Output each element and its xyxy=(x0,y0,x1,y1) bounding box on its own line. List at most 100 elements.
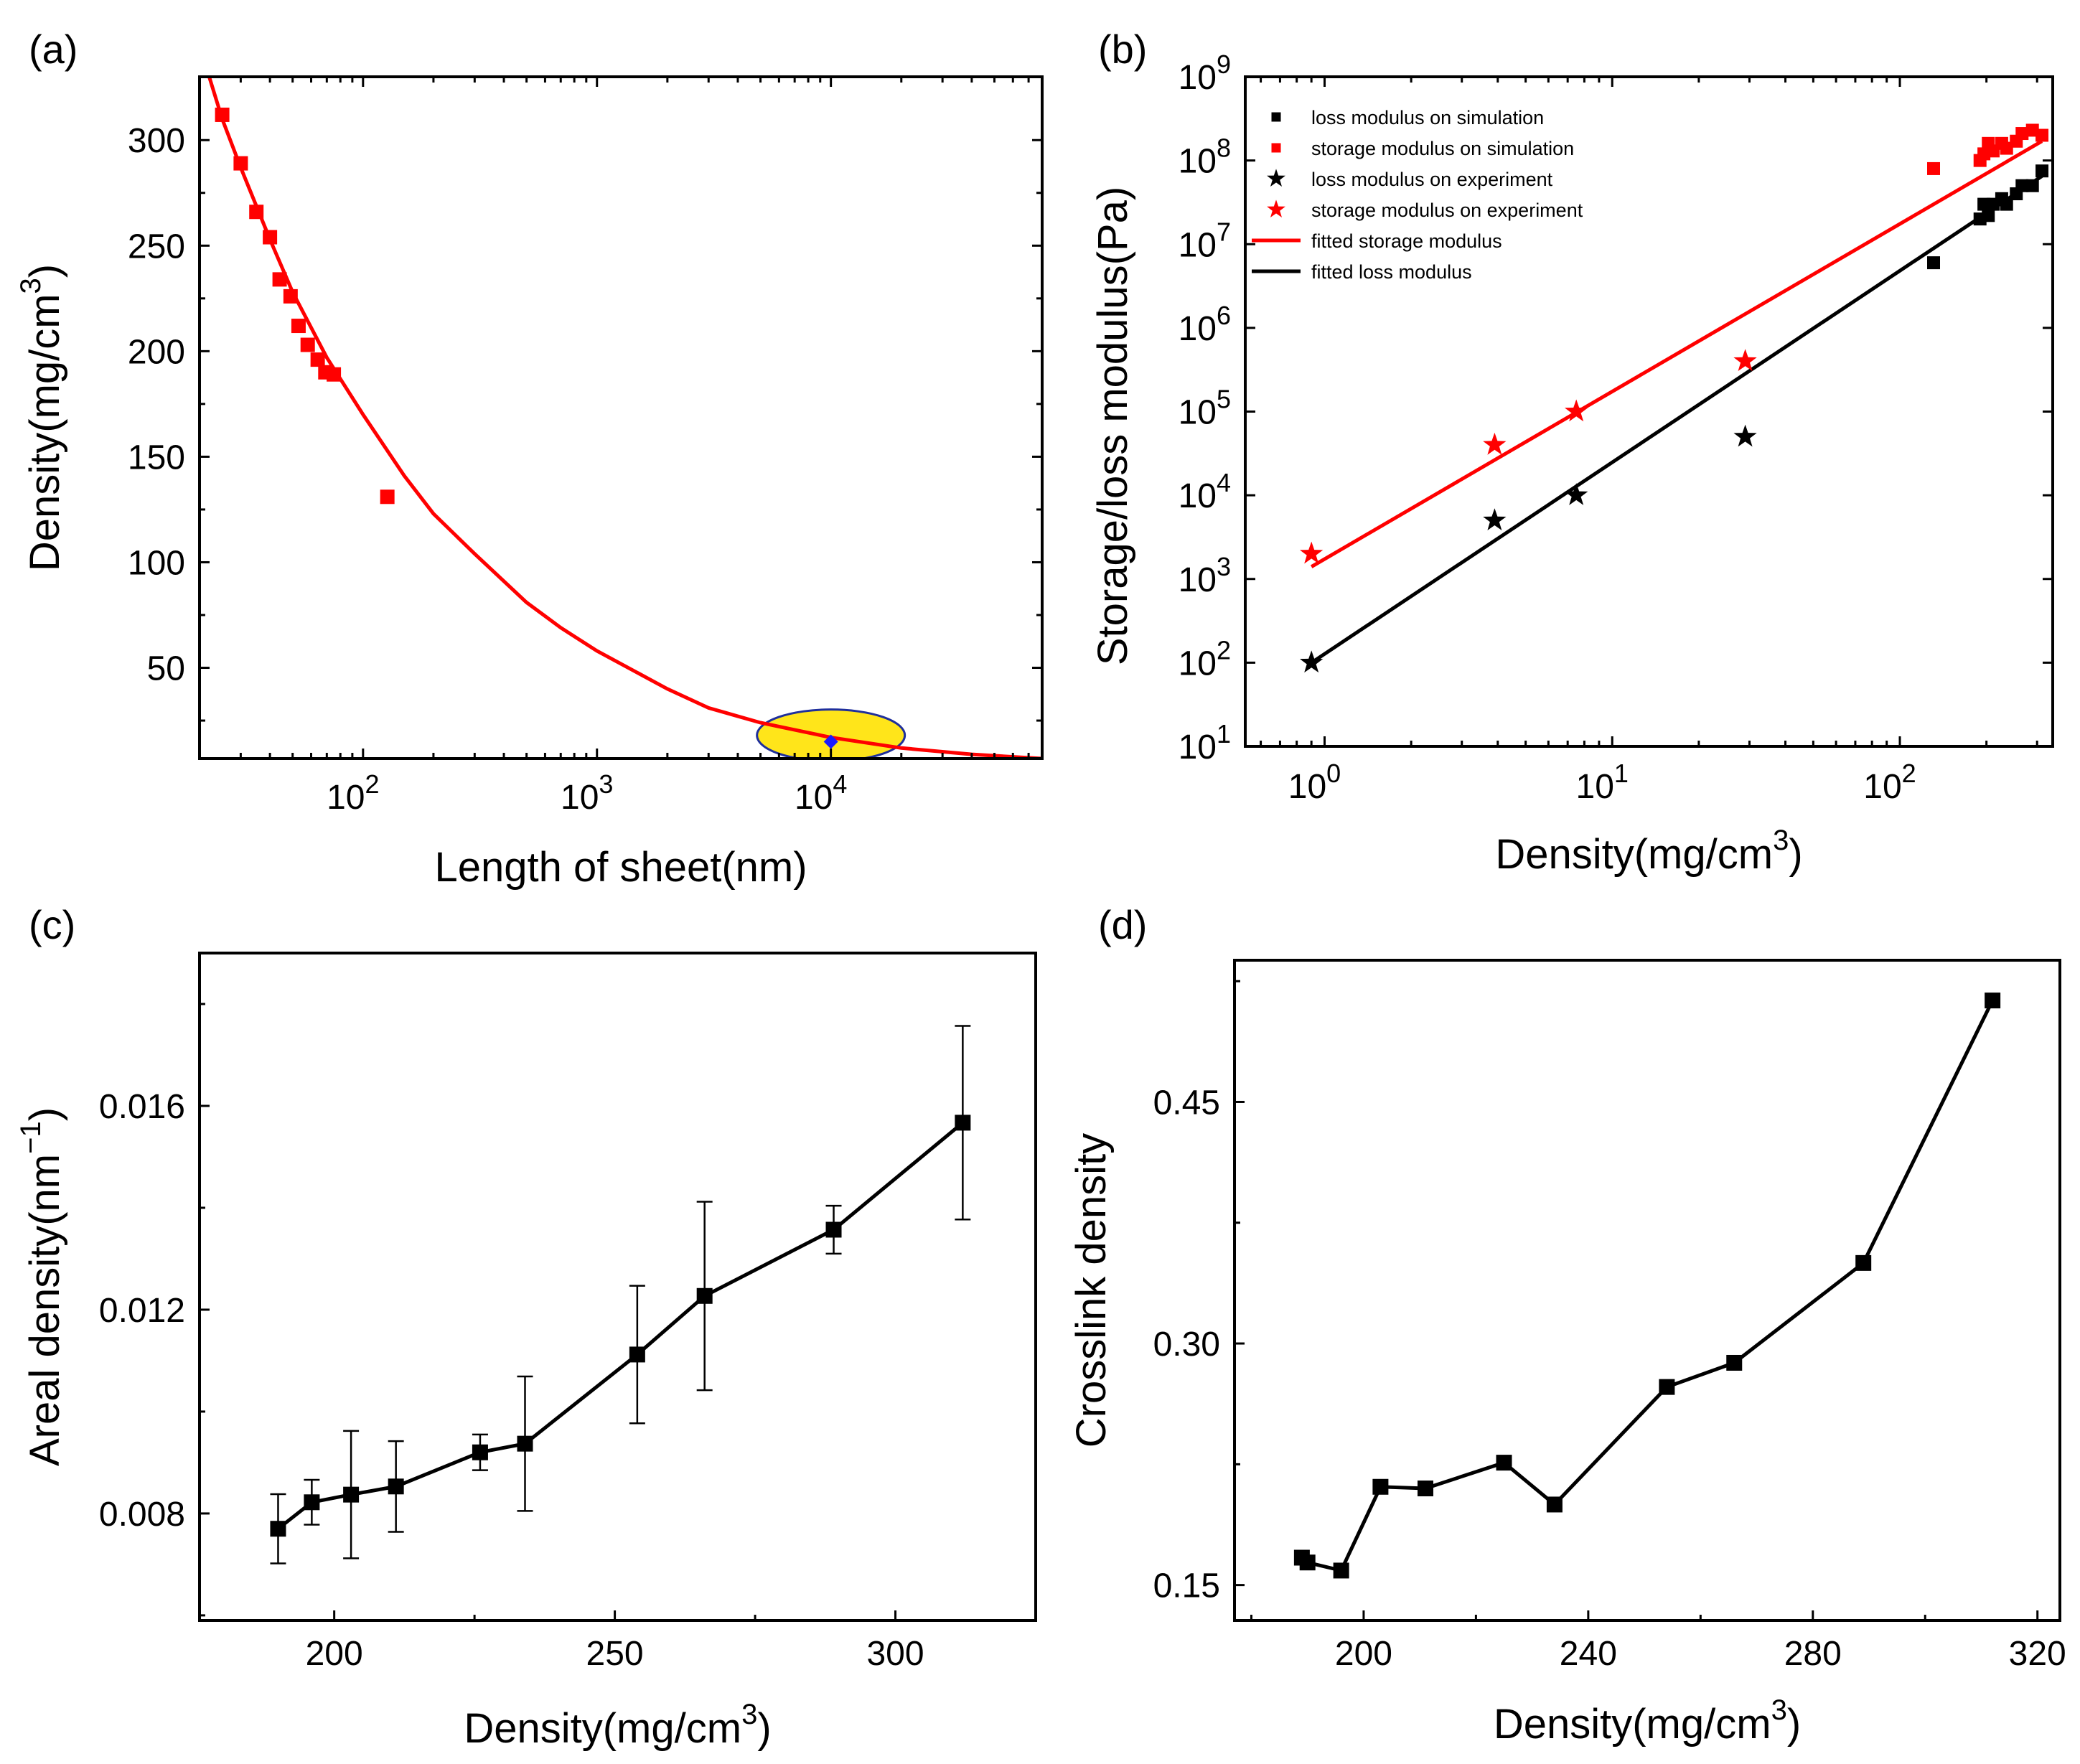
panel-a-highlight-point xyxy=(823,734,838,749)
panel-a-point-7 xyxy=(300,337,315,352)
panel-d-point-4 xyxy=(1417,1481,1433,1496)
panel-c-point-6 xyxy=(629,1346,645,1363)
panel-c-series-line xyxy=(276,1121,964,1531)
panel-d-ylabel: Crosslink density xyxy=(1068,1133,1115,1448)
panel-c-xlabel: Density(mg/cm3) xyxy=(464,1699,771,1752)
panel-a-point-0 xyxy=(215,107,230,122)
panel-c-point-4 xyxy=(472,1444,488,1460)
panel-c-ylabel-part-0: Areal density(nm xyxy=(22,1154,68,1466)
panel-b-xlabel: Density(mg/cm3) xyxy=(1495,825,1802,878)
panel-c-xlabel-part-2: ) xyxy=(757,1705,771,1752)
panel-b-legend-marker-2 xyxy=(1267,169,1285,187)
panel-a-frame xyxy=(198,75,1044,760)
panel-b-series0-point-0 xyxy=(1927,256,1941,270)
panel-a-xtick-label-1: 103 xyxy=(561,769,613,817)
panel-b-series2-point-1 xyxy=(1483,508,1507,530)
panel-a-xtick-label-0-exp: 2 xyxy=(365,769,379,799)
panel-d-frame xyxy=(1233,959,2061,1622)
panel-b-fitted-loss-line xyxy=(1310,174,2043,665)
panel-c-ylabel: Areal density(nm−1) xyxy=(15,1107,68,1466)
panel-c-xlabel-part-1: 3 xyxy=(741,1699,757,1730)
panel-b-series1-point-10 xyxy=(2036,128,2049,142)
panel-b-ytick-label-5-exp: 6 xyxy=(1217,301,1231,330)
panel-c: (c) 200 250 300 0.008 0.012 0.016 Density(mg/cm… xyxy=(15,902,1037,1752)
panel-b-series3-point-0 xyxy=(1300,541,1324,564)
panel-b-xlabel-part-1: 3 xyxy=(1773,825,1789,856)
panel-c-point-5 xyxy=(517,1435,533,1452)
panel-b-series1-point-8 xyxy=(2015,127,2029,141)
panel-d-ytick-label-1: 0.30 xyxy=(1153,1326,1220,1364)
panel-b-legend-label-3: storage modulus on experiment xyxy=(1311,200,1583,221)
panel-b-series0-point-8 xyxy=(2015,179,2029,192)
panel-d-point-10 xyxy=(1985,993,2001,1009)
panel-d-xlabel-part-2: ) xyxy=(1787,1701,1801,1747)
panel-b-ytick-label-3-base: 10 xyxy=(1179,477,1217,515)
panel-d-xlabel: Density(mg/cm3) xyxy=(1494,1694,1801,1747)
panel-b-ytick-label-2-base: 10 xyxy=(1179,561,1217,599)
panel-a-point-2 xyxy=(249,205,264,220)
panel-b-ytick-label-1: 102 xyxy=(1179,635,1231,682)
panel-b-ytick-label-6-base: 10 xyxy=(1179,226,1217,264)
panel-b-series0-point-9 xyxy=(2025,179,2039,192)
panel-c-xtick-label-1: 250 xyxy=(586,1635,644,1673)
panel-b-xtick-label-2-exp: 2 xyxy=(1902,759,1916,788)
panel-a-point-11 xyxy=(380,489,395,505)
panel-b-ylabel: Storage/loss modulus(Pa) xyxy=(1090,187,1136,665)
panel-a-ytick-label-5: 300 xyxy=(128,122,185,160)
panel-a-xtick-label-2-base: 10 xyxy=(795,779,833,817)
panel-d-point-5 xyxy=(1496,1455,1512,1471)
panel-b-legend-marker-1 xyxy=(1271,143,1281,153)
panel-c-point-1 xyxy=(304,1494,320,1511)
panel-b-series2-point-0 xyxy=(1300,650,1324,673)
panel-b-ytick-label-0-exp: 1 xyxy=(1217,719,1231,749)
panel-c-point-7 xyxy=(696,1287,713,1304)
panel-a-fitted-curve xyxy=(207,77,1042,759)
panel-b-legend-label-4: fitted storage modulus xyxy=(1311,230,1502,252)
panel-b-ytick-label-1-exp: 2 xyxy=(1217,635,1231,665)
panel-c-ylabel-part-2: ) xyxy=(22,1107,68,1121)
panel-b-ytick-label-8: 109 xyxy=(1179,50,1231,97)
panel-d-xtick-label-1: 240 xyxy=(1560,1635,1617,1673)
panel-a-ytick-label-1: 100 xyxy=(128,544,185,582)
panel-a-ylabel-part-0: Density(mg/cm xyxy=(22,294,68,571)
panel-b-xtick-label-1: 101 xyxy=(1576,759,1629,806)
panel-a-xtick-label-2-exp: 4 xyxy=(833,769,847,799)
panel-a-ylabel-part-2: ) xyxy=(22,264,68,278)
panel-a-xtick-label-1-base: 10 xyxy=(561,779,599,817)
panel-a-point-5 xyxy=(283,288,298,304)
panel-a-point-4 xyxy=(272,272,287,287)
panel-b-ytick-label-2-exp: 3 xyxy=(1217,552,1231,581)
panel-a-plot-area xyxy=(207,77,1042,759)
panel-c-xtick-label-2: 300 xyxy=(866,1635,924,1673)
panel-b-series3-point-2 xyxy=(1565,399,1588,422)
panel-a-ytick-label-2: 150 xyxy=(128,438,185,477)
panel-b-legend-marker-0 xyxy=(1271,112,1281,122)
panel-b-ytick-label-3: 104 xyxy=(1179,468,1231,515)
panel-b-xtick-label-0-exp: 0 xyxy=(1326,759,1341,788)
panel-d: (d) 200 240 280 320 0.15 0.30 0.45 Density(mg/cm… xyxy=(1068,902,2066,1747)
panel-b-xtick-label-1-exp: 1 xyxy=(1614,759,1629,788)
panel-b-series3-point-1 xyxy=(1483,432,1507,455)
panel-d-point-8 xyxy=(1726,1354,1743,1371)
panel-d-ytick-label-2: 0.45 xyxy=(1153,1084,1220,1122)
panel-d-point-9 xyxy=(1855,1254,1872,1271)
panel-b-legend-marker-3 xyxy=(1267,200,1285,217)
panel-b-ytick-label-5-base: 10 xyxy=(1179,310,1217,348)
panel-c-label: (c) xyxy=(29,902,75,947)
panel-d-point-6 xyxy=(1546,1496,1563,1513)
panel-b-legend-label-0: loss modulus on simulation xyxy=(1311,107,1544,128)
panel-a-label: (a) xyxy=(29,27,78,72)
panel-b-ytick-label-7: 108 xyxy=(1179,133,1231,181)
panel-c-xtick-label-0: 200 xyxy=(306,1635,363,1673)
panel-a-ytick-label-0: 50 xyxy=(147,650,185,688)
panel-b-series1-point-6 xyxy=(2000,141,2013,155)
panel-b-series0-point-10 xyxy=(2036,164,2049,178)
panel-b-series2-point-2 xyxy=(1565,483,1588,505)
panel-d-xtick-label-3: 320 xyxy=(2009,1635,2066,1673)
panel-b-ytick-label-7-base: 10 xyxy=(1179,143,1217,181)
panel-a-xtick-label-0: 102 xyxy=(327,769,379,817)
panel-a-xtick-label-1-exp: 3 xyxy=(599,769,613,799)
panel-a-xtick-label-2: 104 xyxy=(795,769,847,817)
panel-b-ytick-label-6: 107 xyxy=(1179,217,1231,264)
panel-a-point-1 xyxy=(233,156,248,171)
